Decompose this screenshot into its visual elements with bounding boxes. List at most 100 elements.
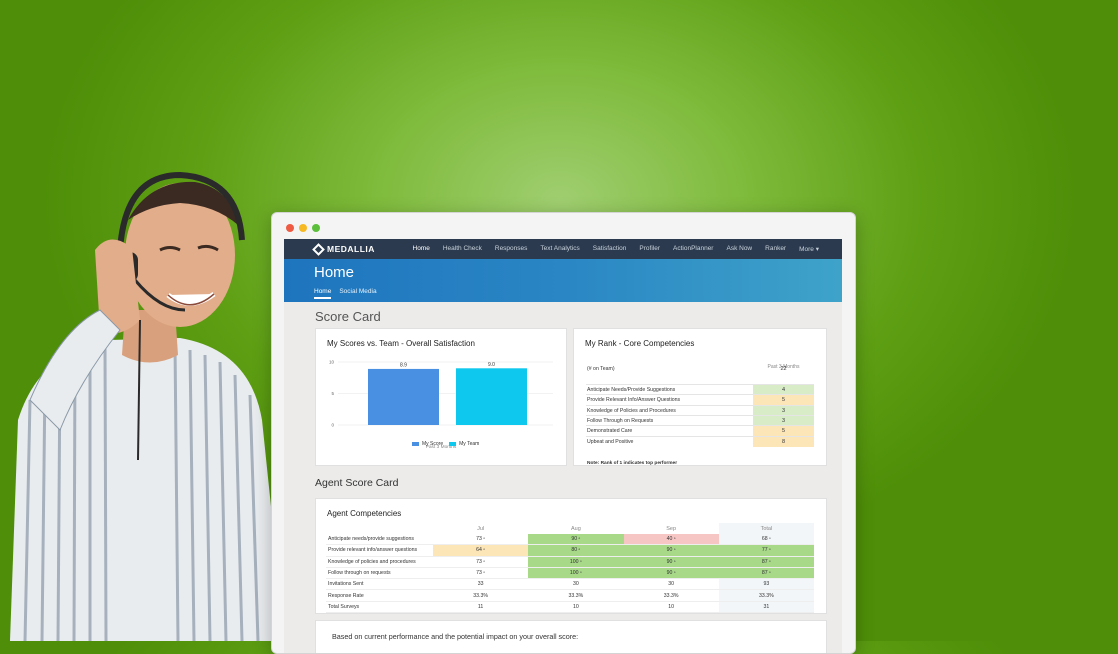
rank-team-row: (# on Team) 22 — [586, 364, 814, 374]
nav-item-satisfaction[interactable]: Satisfaction — [592, 245, 627, 252]
nav-item-ranker[interactable]: Ranker — [765, 245, 787, 252]
headset-icon — [117, 171, 245, 251]
nav-item-health-check[interactable]: Health Check — [442, 245, 482, 252]
row-label: Total Surveys — [328, 603, 360, 610]
row-label: Anticipate needs/provide suggestions — [328, 536, 414, 543]
legend-my-team: My Team — [459, 441, 480, 447]
chart-ytick-label: 5 — [331, 391, 334, 396]
rank-note-wrap: Note: Rank of 1 indicates top performer — [587, 451, 677, 469]
table-cell: 33.3% — [568, 592, 584, 599]
rank-row: Knowledge of Policies and Procedures 3 — [586, 404, 814, 416]
rank-row-value: 4 — [753, 385, 814, 395]
rank-row-label: Anticipate Needs/Provide Suggestions — [587, 387, 676, 393]
row-label: Follow through on requests — [328, 570, 391, 577]
scores-chart: 10 5 0 8.9 9.0 — [329, 360, 553, 428]
table-cell: 11 — [477, 603, 484, 610]
rank-row-value: 5 — [753, 395, 814, 406]
agent-score-card-title: Agent Score Card — [315, 477, 399, 489]
competencies-body: Anticipate needs/provide suggestions 73 ▫… — [326, 534, 814, 613]
table-cell: 80 ▫ — [528, 544, 624, 557]
legend-swatch-my-score — [412, 442, 419, 446]
table-cell: 33 — [477, 581, 484, 588]
rank-row: Upbeat and Positive 8 — [586, 435, 814, 447]
table-cell: 31 — [718, 601, 814, 613]
agent-competencies-card: Agent Competencies Jul Aug Sep Total Ant… — [315, 498, 827, 614]
rank-team-value: 22 — [780, 366, 787, 372]
row-label: Provide relevant info/answer questions — [328, 547, 418, 554]
table-cell: 90 ▫ — [528, 534, 624, 545]
page-header: Home Home Social Media — [284, 259, 842, 302]
medallia-logo-icon — [312, 242, 325, 256]
table-cell: 90 ▫ — [623, 567, 719, 579]
rank-row-value: 3 — [753, 415, 814, 426]
rank-col-header: Past 3 Months — [767, 364, 800, 370]
chart-bar-my-score[interactable] — [368, 368, 439, 425]
table-cell: 30 — [668, 581, 675, 588]
window-controls — [286, 224, 320, 232]
nav-item-actionplanner[interactable]: ActionPlanner — [673, 245, 714, 252]
nav-item-home[interactable]: Home — [412, 245, 430, 252]
table-cell: 100 ▫ — [528, 567, 624, 579]
top-nav: MEDALLIA Home Health Check Responses Tex… — [284, 239, 842, 259]
chart-bar-my-team[interactable] — [456, 368, 527, 425]
close-dot-icon[interactable] — [286, 224, 294, 232]
table-cell: 33.3% — [663, 592, 679, 599]
score-card-title: Score Card — [315, 309, 381, 324]
table-cell: 33.3% — [718, 589, 814, 602]
maximize-dot-icon[interactable] — [312, 224, 320, 232]
table-row: Follow through on requests 73 ▫ 100 ▫ 90 ▫ 8… — [326, 567, 814, 579]
competencies-table: Jul Aug Sep Total Anticipate needs/provi… — [326, 523, 814, 613]
table-cell: 40 ▫ — [623, 534, 719, 545]
rank-col-header-wrap: Past 3 Months — [753, 355, 814, 373]
table-row: Total Surveys 11 10 10 31 — [326, 601, 814, 613]
rank-row-value: 5 — [753, 426, 814, 437]
table-cell: 10 — [572, 603, 579, 610]
app-screen: MEDALLIA Home Health Check Responses Tex… — [284, 239, 842, 653]
table-header-row: Jul Aug Sep Total — [326, 523, 814, 534]
table-cell: 90 ▫ — [623, 556, 719, 568]
agent-card-title: Agent Competencies — [327, 509, 402, 518]
nav-item-ask-now[interactable]: Ask Now — [726, 245, 753, 252]
tab-social-media[interactable]: Social Media — [339, 288, 377, 295]
chart-card-title: My Scores vs. Team - Overall Satisfactio… — [327, 339, 475, 348]
table-cell: 30 — [572, 581, 579, 588]
nav-item-more[interactable]: More ▾ — [799, 246, 819, 253]
table-row: Anticipate needs/provide suggestions 73 ▫… — [326, 534, 814, 545]
nav-menu: Home Health Check Responses Text Analyti… — [406, 245, 826, 253]
page-tabs: Home Social Media — [314, 288, 377, 299]
header-jul: Jul — [477, 525, 485, 532]
impact-card: Based on current performance and the pot… — [315, 620, 827, 653]
page-title: Home — [314, 264, 355, 281]
row-label: Response Rate — [328, 592, 364, 599]
minimize-dot-icon[interactable] — [299, 224, 307, 232]
table-cell: 100 ▫ — [528, 556, 624, 568]
browser-window: MEDALLIA Home Health Check Responses Tex… — [271, 212, 856, 654]
table-cell: 87 ▫ — [718, 567, 814, 579]
table-row: Response Rate 33.3% 33.3% 33.3% 33.3% — [326, 589, 814, 602]
rank-row-label: Knowledge of Policies and Procedures — [587, 407, 676, 414]
table-row: Knowledge of policies and procedures 73 ▫… — [326, 556, 814, 568]
nav-item-responses[interactable]: Responses — [494, 245, 528, 252]
agent-photo — [10, 171, 285, 641]
table-cell: 68 ▫ — [718, 534, 814, 545]
table-cell: 90 ▫ — [623, 544, 719, 557]
rank-row: Demonstrated Care 5 — [586, 425, 814, 437]
table-row: Invitations Sent 33 30 30 93 — [326, 578, 814, 590]
rank-card-title: My Rank - Core Competencies — [585, 339, 695, 348]
chart-ytick-label: 0 — [331, 423, 334, 428]
legend-swatch-my-team — [449, 442, 457, 446]
shirt-shape — [10, 338, 285, 641]
tab-home[interactable]: Home — [314, 288, 332, 299]
table-cell: 33.3% — [473, 592, 488, 599]
table-cell: 73 ▫ — [476, 536, 486, 543]
header-blank — [326, 523, 433, 534]
table-cell: 73 ▫ — [476, 570, 486, 577]
table-cell: 10 — [668, 603, 675, 610]
rank-row: Anticipate Needs/Provide Suggestions 4 — [586, 384, 814, 395]
nav-item-text-analytics[interactable]: Text Analytics — [540, 245, 580, 252]
brand-logo[interactable]: MEDALLIA — [312, 242, 406, 256]
rank-row-label: Follow Through on Requests — [587, 417, 654, 424]
table-cell: 64 ▫ — [433, 544, 529, 557]
nav-item-profiler[interactable]: Profiler — [639, 245, 660, 252]
table-cell: 73 ▫ — [476, 558, 486, 565]
